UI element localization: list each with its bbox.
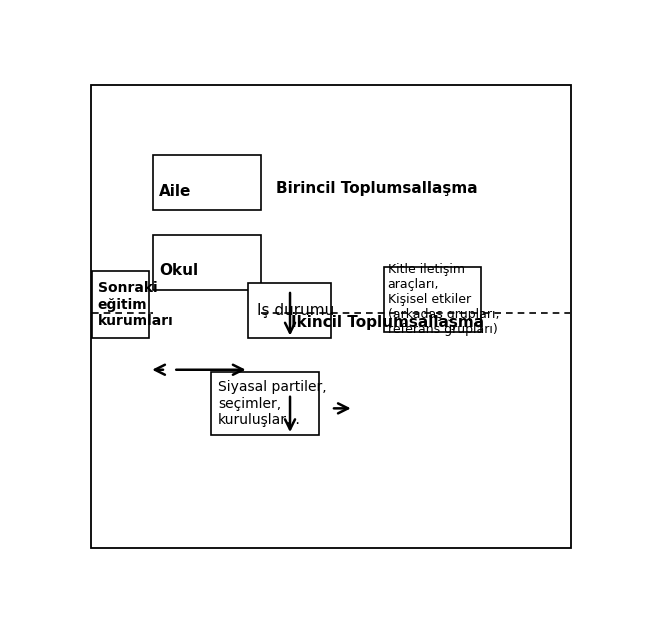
- Text: Birincil Toplumsallaşma: Birincil Toplumsallaşma: [276, 181, 477, 196]
- Bar: [249, 283, 331, 339]
- Bar: [153, 155, 261, 211]
- Text: Siyasal partiler,
seçimler,
kuruluşlar…: Siyasal partiler, seçimler, kuruluşlar…: [218, 381, 327, 427]
- Text: Aile: Aile: [160, 184, 192, 199]
- Bar: [384, 267, 481, 332]
- Text: Iş durumu: Iş durumu: [258, 303, 335, 319]
- Bar: [153, 234, 261, 290]
- Text: Kitle iletişim
araçları,
Kişisel etkiler
(arkadaş grupları,
referans grupları): Kitle iletişim araçları, Kişisel etkiler…: [388, 263, 499, 336]
- Text: Okul: Okul: [160, 263, 198, 278]
- Text: Sonraki
eğitim
kurumları: Sonraki eğitim kurumları: [98, 282, 174, 328]
- Text: İkincil Toplumsallaşma: İkincil Toplumsallaşma: [291, 312, 484, 330]
- Bar: [92, 271, 149, 339]
- Bar: [211, 372, 318, 435]
